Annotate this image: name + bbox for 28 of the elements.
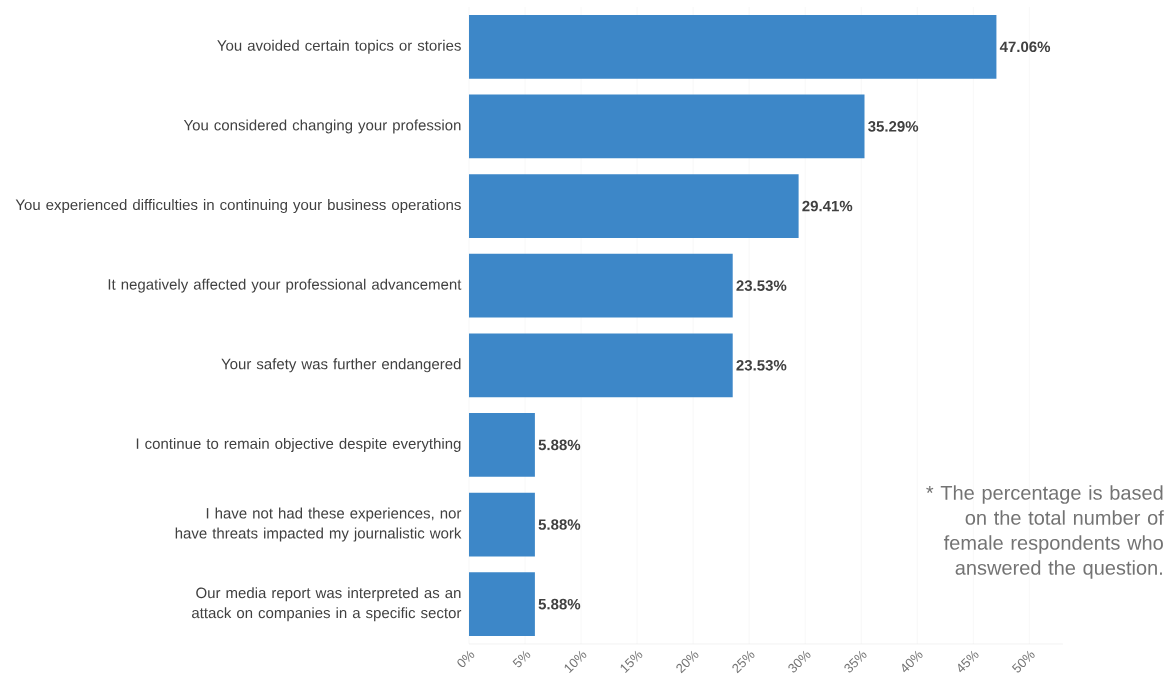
x-tick-label: 0% <box>457 650 475 668</box>
y-tick-label: Our media report was interpreted as an attack on companies in a specific sector <box>191 587 462 622</box>
y-tick-label: I continue to remain objective despite everything <box>136 437 461 452</box>
annotation: * The percentage is based on the total number of female respondents who answered the question. <box>926 485 1164 579</box>
y-tick-label: It negatively affected your professional advancement <box>108 278 462 293</box>
x-tick-label: 35% <box>844 650 867 673</box>
x-tick-label: 45% <box>958 650 979 673</box>
x-tick-label: 20% <box>676 650 699 674</box>
x-tick-label: 40% <box>902 650 923 673</box>
data-label: 5.88% <box>538 598 581 610</box>
x-tick-label: 25% <box>732 650 755 674</box>
data-label: 23.53% <box>736 359 787 371</box>
y-tick-label: I have not had these experiences, nor have threats impacted my journalistic work <box>175 507 462 542</box>
data-label: 5.88% <box>538 519 581 530</box>
x-tick-label: 15% <box>620 650 643 674</box>
x-tick-label: 10% <box>564 650 587 674</box>
x-tick-label: 5% <box>512 650 531 668</box>
x-tick-label: 50% <box>1011 650 1035 673</box>
data-label: 35.29% <box>868 121 919 132</box>
y-tick-label: You avoided certain topics or stories <box>217 39 461 54</box>
y-tick-label: Your safety was further endangered <box>221 358 461 373</box>
x-tick-label: 30% <box>788 650 811 673</box>
y-tick-label: You experienced difficulties in continuing your business operations <box>15 199 461 214</box>
y-tick-label: You considered changing your profession <box>183 119 461 134</box>
data-label: 29.41% <box>802 200 853 212</box>
data-label: 23.53% <box>736 280 787 292</box>
data-label: 47.06% <box>999 41 1051 53</box>
data-label: 5.88% <box>538 439 581 451</box>
